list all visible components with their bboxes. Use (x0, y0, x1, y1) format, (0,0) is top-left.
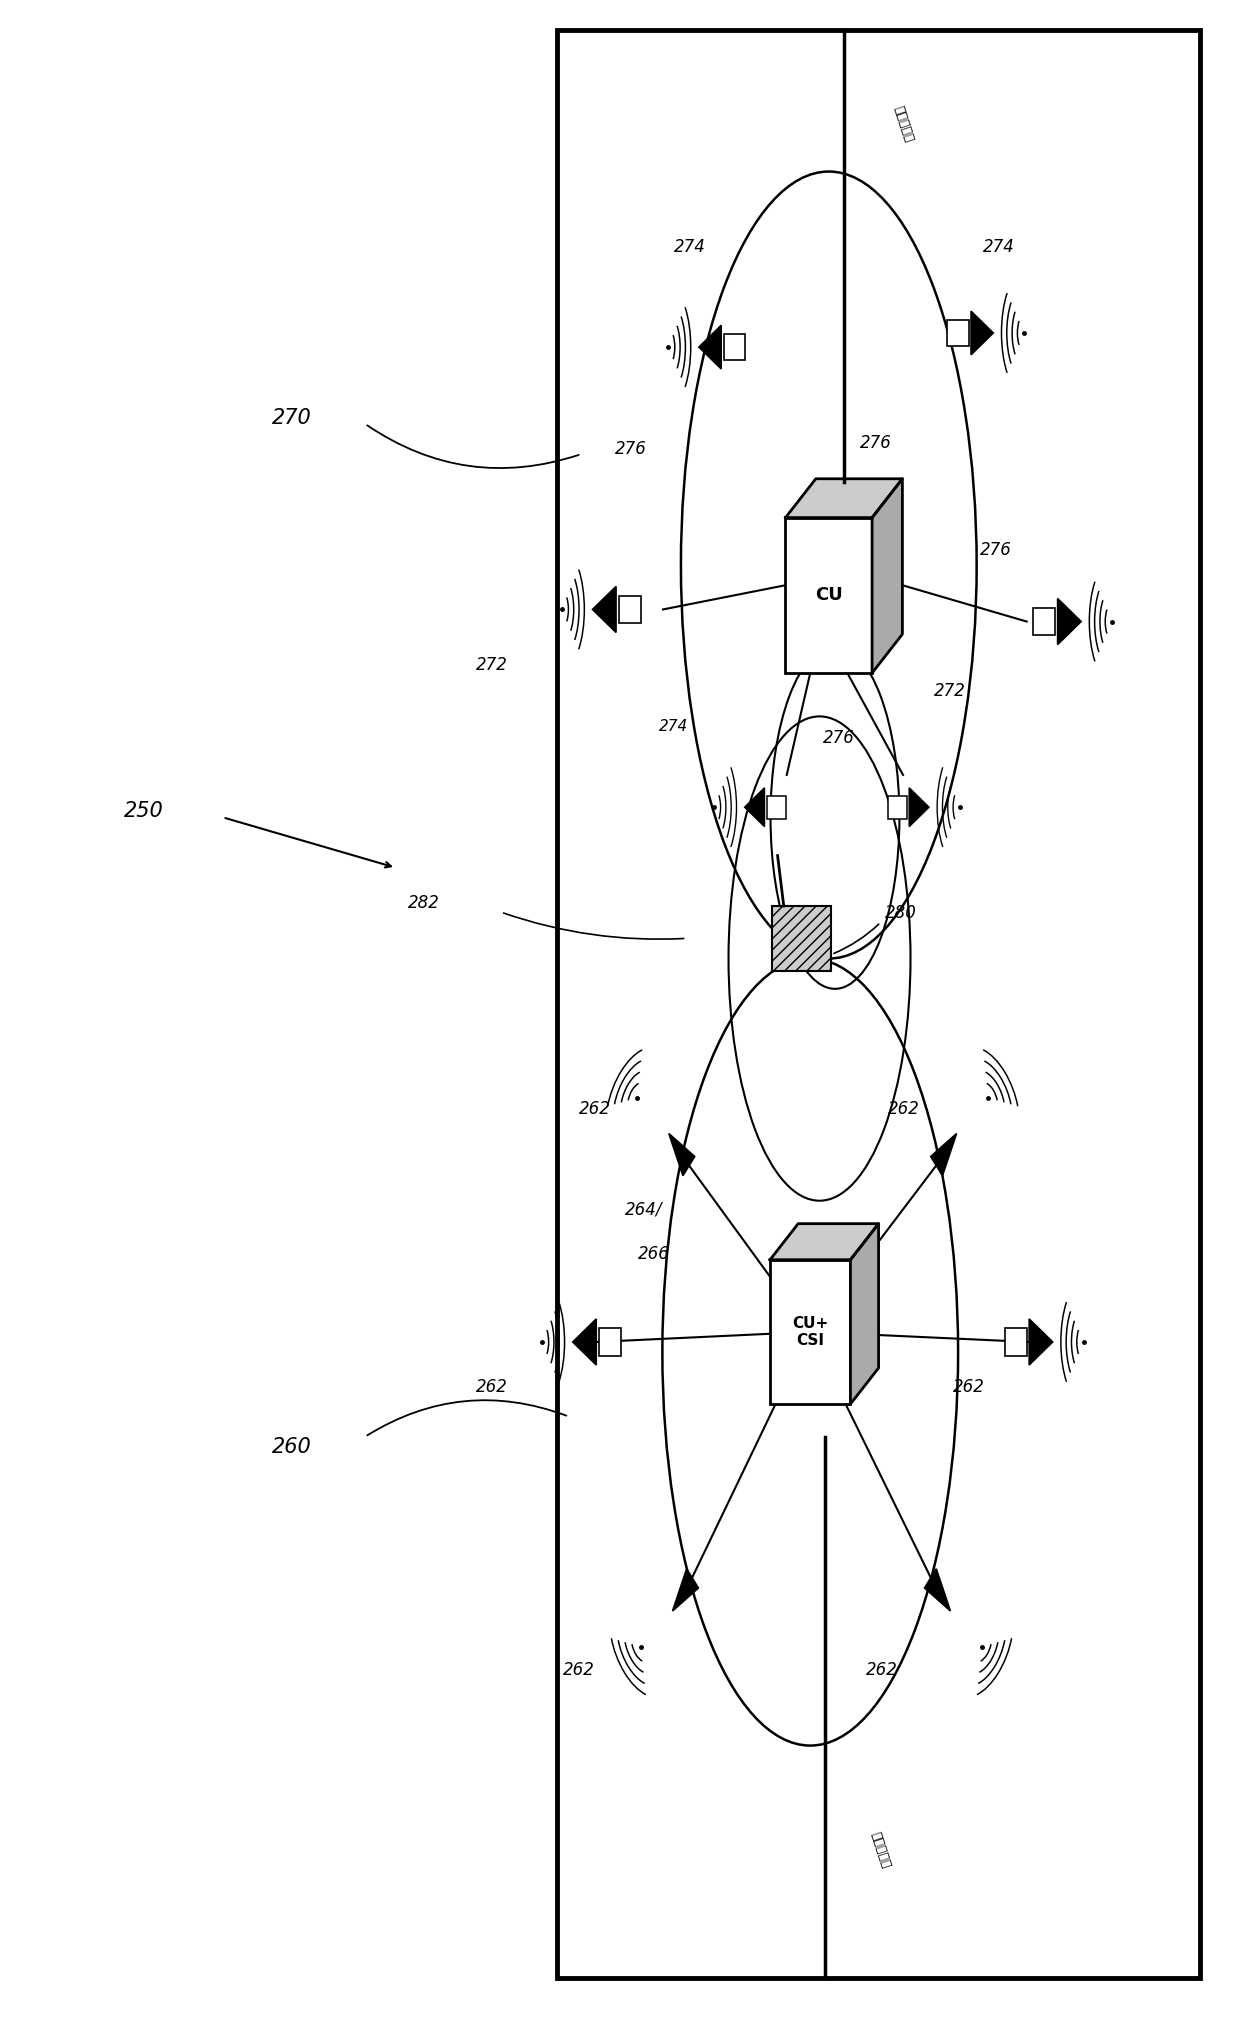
Text: 262: 262 (866, 1661, 898, 1679)
Text: 到核心网络: 到核心网络 (868, 1830, 892, 1869)
Polygon shape (1029, 1320, 1053, 1364)
Bar (557, 30, 1200, 1978)
Polygon shape (1058, 599, 1081, 644)
Text: 280: 280 (884, 904, 917, 922)
Polygon shape (909, 787, 929, 827)
Bar (618, 595, 641, 624)
Bar (769, 1259, 851, 1405)
Text: 276: 276 (860, 434, 892, 452)
Polygon shape (593, 587, 616, 632)
Polygon shape (669, 1134, 695, 1176)
Polygon shape (930, 1134, 956, 1176)
Text: 262: 262 (563, 1661, 595, 1679)
Bar (888, 795, 907, 819)
Bar (599, 1328, 621, 1356)
Text: 274: 274 (983, 238, 1016, 256)
Bar (724, 333, 745, 361)
Text: CU: CU (815, 587, 842, 603)
Text: 262: 262 (952, 1378, 985, 1396)
Bar (767, 795, 785, 819)
Text: 276: 276 (615, 440, 647, 458)
Polygon shape (769, 1223, 878, 1259)
Text: 266: 266 (638, 1245, 670, 1263)
Text: 276: 276 (980, 541, 1012, 559)
Text: 282: 282 (408, 894, 440, 912)
Polygon shape (745, 787, 764, 827)
Text: 262: 262 (888, 1100, 920, 1118)
Text: 262: 262 (476, 1378, 508, 1396)
Polygon shape (851, 1223, 878, 1405)
Polygon shape (971, 311, 993, 355)
Bar (948, 319, 969, 347)
Polygon shape (785, 478, 903, 519)
Polygon shape (699, 325, 721, 369)
Text: 262: 262 (579, 1100, 611, 1118)
Bar (785, 517, 872, 674)
Polygon shape (872, 478, 903, 674)
Text: 到核心网络: 到核心网络 (892, 105, 915, 143)
Text: 272: 272 (934, 682, 966, 700)
Text: 274: 274 (659, 718, 689, 733)
Text: 270: 270 (272, 408, 312, 428)
Polygon shape (673, 1568, 699, 1610)
Bar (1004, 1328, 1027, 1356)
Bar (772, 906, 831, 971)
Bar (1033, 607, 1055, 636)
Text: 260: 260 (272, 1437, 312, 1457)
Polygon shape (924, 1568, 950, 1610)
Text: 250: 250 (124, 801, 163, 821)
Text: 274: 274 (674, 238, 706, 256)
Text: CU+
CSI: CU+ CSI (792, 1316, 829, 1348)
Text: 276: 276 (823, 728, 855, 747)
Text: 272: 272 (476, 656, 508, 674)
Polygon shape (573, 1320, 596, 1364)
Text: 264/: 264/ (625, 1201, 662, 1219)
